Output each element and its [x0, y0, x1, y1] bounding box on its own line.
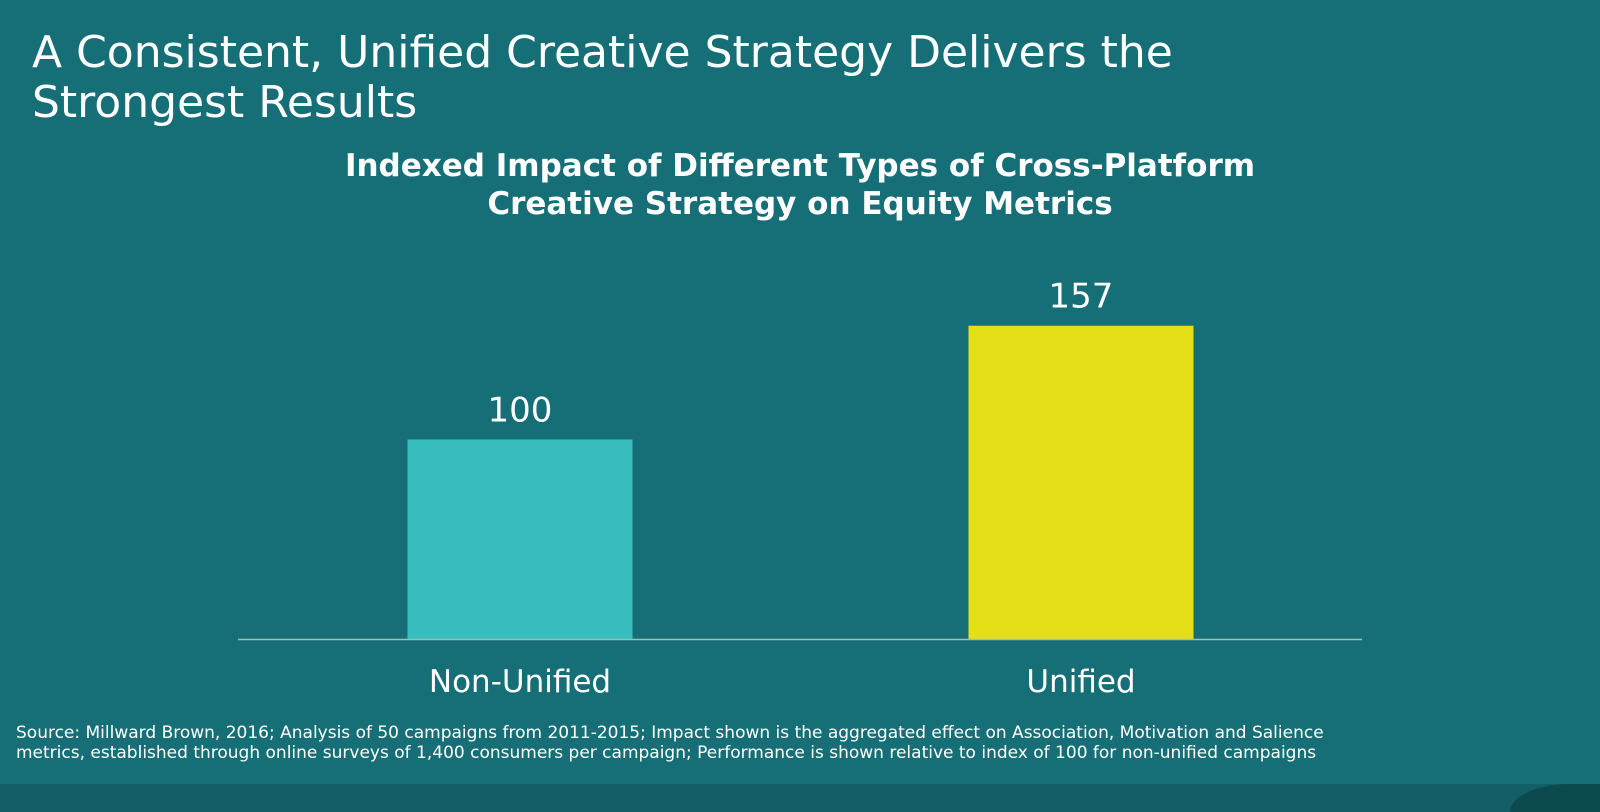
slide-title: A Consistent, Unified Creative Strategy … — [32, 27, 1173, 128]
chart-title-line-1: Indexed Impact of Different Types of Cro… — [344, 148, 1256, 184]
footer-bar — [0, 784, 1600, 812]
data-label-unified: 157 — [1049, 277, 1114, 317]
chart-title-line-2: Creative Strategy on Equity Metrics — [487, 186, 1113, 222]
category-label-non-unified: Non-Unified — [429, 664, 611, 700]
corner-decoration — [1510, 784, 1600, 812]
category-label-unified: Unified — [1026, 664, 1135, 700]
bar-unified — [968, 325, 1194, 639]
bar-non-unified — [407, 439, 633, 639]
chart-title: Indexed Impact of Different Types of Cro… — [200, 147, 1400, 223]
source-note: Source: Millward Brown, 2016; Analysis o… — [16, 723, 1324, 763]
data-label-non-unified: 100 — [488, 390, 553, 430]
